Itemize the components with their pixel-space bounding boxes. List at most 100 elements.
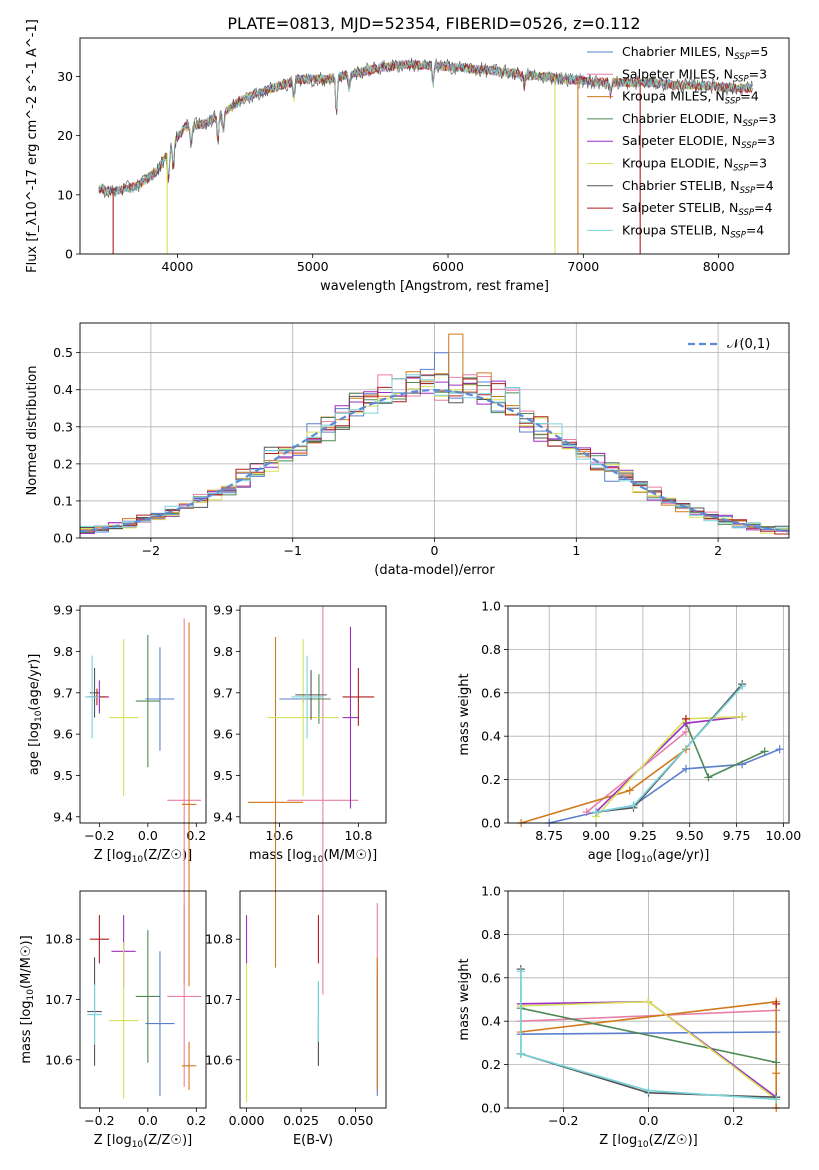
mass_vs_ebv-points — [245, 903, 378, 1102]
weight-marker — [644, 1086, 653, 1095]
x-tick-label: 4000 — [162, 259, 194, 274]
x-tick-label: 0.0 — [138, 828, 158, 843]
weight_vs_Z-series — [516, 965, 781, 1112]
y-tick-label: 10.6 — [45, 1052, 73, 1067]
legend-label-tail: =3 — [749, 66, 767, 81]
weight-line — [685, 722, 765, 779]
legend-label-tail: =4 — [755, 178, 773, 193]
weight-marker — [772, 1058, 781, 1067]
weight-marker — [738, 712, 747, 721]
y-tick-label: 20 — [57, 128, 73, 143]
x-tick-label: 9.75 — [723, 828, 751, 843]
x-axis-label-sub: 10 — [132, 855, 144, 865]
y-tick-label: 0.0 — [53, 531, 73, 546]
y-axis-label: mass [log10(M/M☉)] — [19, 935, 36, 1063]
y-axis-label-tail: (age/yr)] — [27, 654, 42, 711]
legend-label: Chabrier MILES, NSSP=5 — [622, 44, 768, 62]
age_vs_Z-frame — [79, 605, 207, 824]
legend-label: Kroupa ELODIE, NSSP=3 — [622, 156, 767, 174]
y-tick-label: 9.7 — [53, 685, 73, 700]
normal-curve — [80, 388, 789, 533]
weight-marker — [772, 1069, 781, 1078]
mass_vs_ebv-frame — [239, 890, 387, 1109]
y-tick-label: 9.5 — [213, 768, 233, 783]
y-tick-label: 9.5 — [53, 768, 73, 783]
legend-label-sub: SSP — [738, 208, 754, 218]
weight-marker — [704, 773, 713, 782]
x-tick-label: 10.00 — [765, 828, 801, 843]
y-tick-label: 0.2 — [53, 456, 73, 471]
x-tick-label: −0.2 — [548, 1113, 578, 1128]
legend-label: Salpeter MILES, NSSP=3 — [622, 66, 767, 84]
y-tick-label: 0.3 — [53, 419, 73, 434]
x-tick-label: 9.50 — [676, 828, 704, 843]
legend-label-tail: =4 — [746, 222, 764, 237]
x-tick-label: 9.25 — [629, 828, 657, 843]
age_vs_mass-axes: 10.6 10.8 9.4 9.5 9.6 9.7 9.8 9.9 mass [log10(M/… — [213, 603, 377, 865]
weight-marker — [582, 808, 591, 817]
figure-title: PLATE=0813, MJD=52354, FIBERID=0526, z=0… — [227, 14, 640, 33]
x-axis-label-tail: (Z/Z☉)] — [143, 848, 192, 863]
y-tick-label: 0.6 — [481, 970, 501, 985]
y-tick-label: 1.0 — [481, 884, 501, 899]
x-axis-label-tail: (Z/Z☉)] — [143, 1133, 192, 1148]
legend-label-sub: SSP — [733, 74, 749, 84]
weight-line — [520, 1009, 777, 1022]
y-axis-label: Normed distribution — [25, 366, 40, 496]
weight_vs_age-frame — [507, 605, 790, 824]
y-tick-label: 0.6 — [481, 685, 501, 700]
x-axis-label: Z [log10(Z/Z☉)] — [94, 1133, 192, 1150]
hist-frame — [79, 322, 790, 539]
weight_vs_Z-axes: −0.2 0.0 0.2 0.0 0.2 0.4 0.6 0.8 1.0 Z [log10(Z/Z… — [457, 884, 789, 1150]
y-tick-label: 10.8 — [205, 932, 233, 947]
legend-label-sub: SSP — [733, 164, 749, 174]
weight-marker — [772, 999, 781, 1008]
y-tick-label: 0.0 — [481, 816, 501, 831]
y-axis-label-sub: 10 — [34, 710, 44, 722]
x-tick-label: 0.2 — [724, 1113, 744, 1128]
x-tick-label: 10.6 — [266, 828, 294, 843]
weight-line — [520, 971, 777, 1101]
weight-line — [520, 1007, 777, 1064]
y-tick-label: 9.7 — [213, 685, 233, 700]
x-axis-label: (data-model)/error — [374, 563, 495, 578]
x-tick-label: 9.00 — [582, 828, 610, 843]
x-tick-label: 0.2 — [186, 828, 206, 843]
y-axis-label: mass weight — [457, 673, 472, 755]
x-tick-label: 0.025 — [283, 1113, 319, 1128]
weight-line — [549, 748, 780, 824]
y-tick-label: 1.0 — [481, 599, 501, 614]
legend-label-tail: =5 — [750, 44, 768, 59]
spectrum-line — [98, 59, 753, 198]
legend-label-sub: SSP — [741, 141, 757, 151]
spectrum-legend: Chabrier MILES, NSSP=5 Salpeter MILES, NS… — [587, 44, 777, 240]
y-tick-label: 0.4 — [53, 382, 73, 397]
y-tick-label: 0.1 — [53, 493, 73, 508]
weight-marker — [681, 714, 690, 723]
legend-label-sub: SSP — [730, 230, 746, 240]
weight-marker — [516, 1049, 525, 1058]
y-tick-label: 0.2 — [481, 1057, 501, 1072]
x-tick-label: 0.050 — [338, 1113, 374, 1128]
legend-label: Kroupa STELIB, NSSP=4 — [622, 222, 764, 240]
y-tick-label: 0 — [65, 247, 73, 262]
y-tick-label: 0.5 — [53, 345, 73, 360]
x-tick-label: 2 — [714, 543, 722, 558]
y-tick-label: 0.4 — [481, 729, 501, 744]
x-tick-label: 6000 — [432, 259, 464, 274]
weight-marker — [772, 1095, 781, 1104]
legend-label-tail: =3 — [749, 156, 767, 171]
x-tick-label: −1 — [283, 543, 301, 558]
legend-label-sub: SSP — [742, 119, 758, 129]
x-axis-label-tail: (age/yr)] — [652, 848, 709, 863]
y-tick-label: 10.7 — [45, 992, 73, 1007]
weight-marker — [738, 682, 747, 691]
x-tick-label: 10.8 — [344, 828, 372, 843]
y-tick-label: 0.0 — [481, 1101, 501, 1116]
x-tick-label: 0.2 — [186, 1113, 206, 1128]
y-tick-label: 9.8 — [53, 644, 73, 659]
weight-marker — [775, 745, 784, 754]
weight-marker — [644, 997, 653, 1006]
hist-series — [80, 333, 789, 536]
